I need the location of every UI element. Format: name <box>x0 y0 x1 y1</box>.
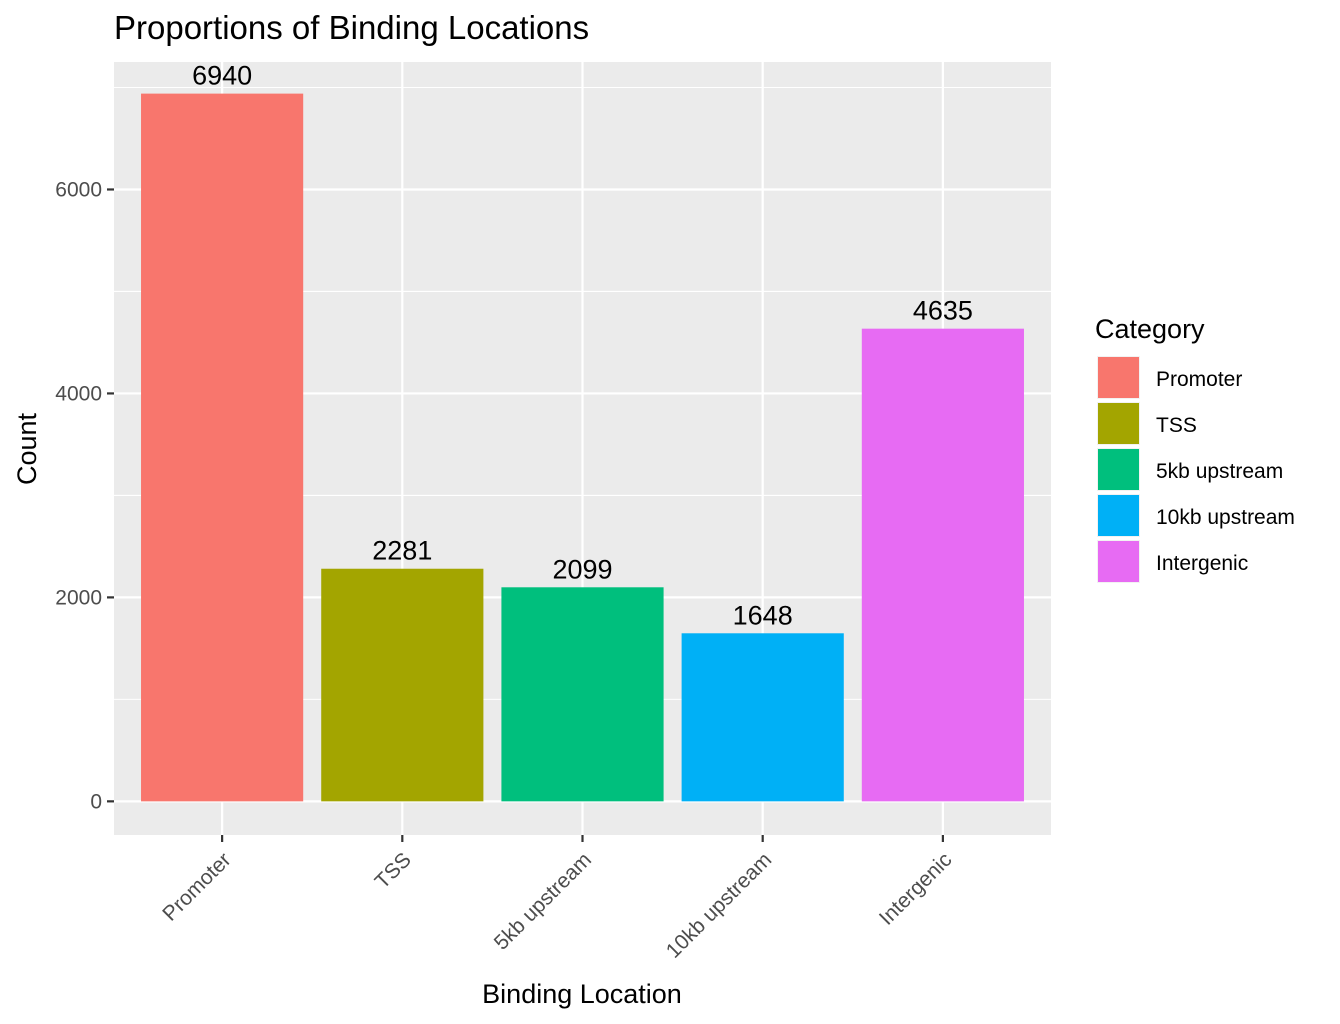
y-tick-label: 2000 <box>55 586 102 609</box>
bar-intergenic <box>861 328 1024 802</box>
legend-title: Category <box>1095 314 1205 344</box>
y-tick-label: 6000 <box>55 178 102 201</box>
legend-label: Promoter <box>1156 368 1242 391</box>
x-tick-label: Intergenic <box>875 848 956 929</box>
bar-promoter <box>141 93 304 802</box>
legend-key <box>1098 449 1139 490</box>
legend-key <box>1098 357 1139 398</box>
legend-key <box>1098 495 1139 536</box>
data-label: 4635 <box>913 296 973 326</box>
y-axis-title: Count <box>12 412 42 485</box>
x-tick-label: 5kb upstream <box>490 848 596 954</box>
legend: Category Promoter TSS 5kb upstream 10kb ups… <box>1095 314 1295 583</box>
y-axis: 0 2000 4000 6000 <box>55 178 114 813</box>
data-label: 2099 <box>552 554 612 584</box>
x-axis: Promoter TSS 5kb upstream 10kb upstream Inte… <box>158 835 956 963</box>
data-labels: 6940 2281 2099 1648 4635 <box>192 61 973 631</box>
data-label: 6940 <box>192 61 252 91</box>
y-tick-label: 0 <box>90 790 102 813</box>
x-axis-title: Binding Location <box>482 979 682 1009</box>
legend-key <box>1098 541 1139 582</box>
x-tick-label: 10kb upstream <box>662 848 776 962</box>
y-tick-label: 4000 <box>55 382 102 405</box>
bar-tss <box>321 568 484 802</box>
chart-title: Proportions of Binding Locations <box>114 9 589 46</box>
bars <box>141 93 1024 802</box>
legend-label: 10kb upstream <box>1156 506 1295 529</box>
bar-10kb-upstream <box>681 633 844 802</box>
legend-key <box>1098 403 1139 444</box>
legend-label: Intergenic <box>1156 552 1248 575</box>
legend-label: TSS <box>1156 414 1197 437</box>
data-label: 1648 <box>733 600 793 630</box>
bar-5kb-upstream <box>501 587 664 802</box>
data-label: 2281 <box>372 536 432 566</box>
legend-label: 5kb upstream <box>1156 460 1283 483</box>
x-tick-label: TSS <box>371 848 416 893</box>
x-tick-label: Promoter <box>158 848 235 925</box>
